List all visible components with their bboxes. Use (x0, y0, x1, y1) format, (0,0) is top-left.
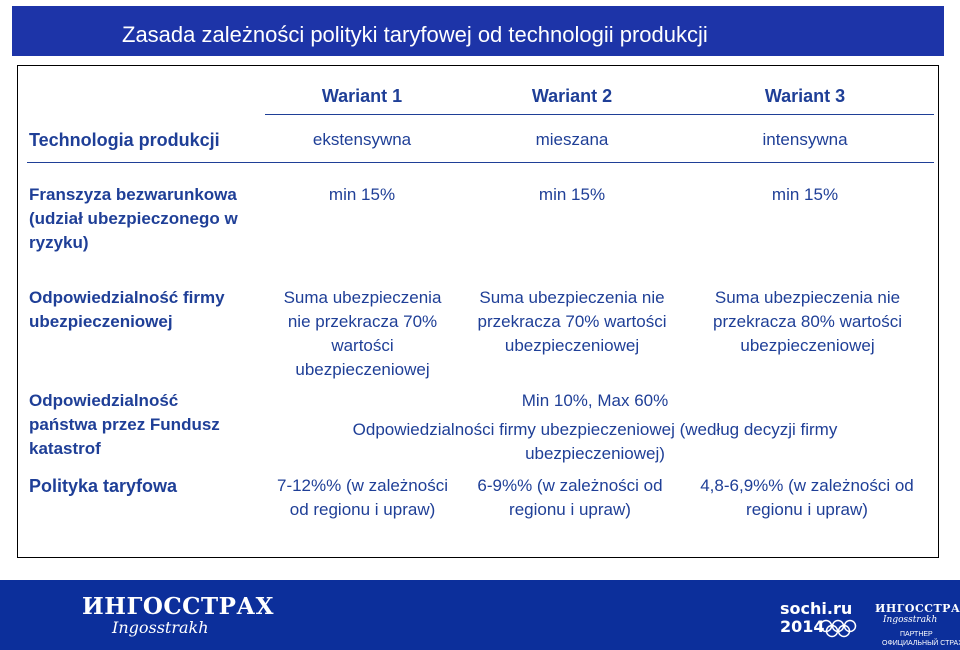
cell-odp-firmy-v3: Suma ubezpieczenia nie przekracza 80% wa… (713, 288, 902, 355)
cell-franszyza-v3: min 15% (771, 185, 839, 204)
slide-title: Zasada zależności polityki taryfowej od … (122, 22, 708, 47)
cell-franszyza-v2: min 15% (538, 185, 606, 204)
row-label-polityka: Polityka taryfowa (29, 476, 178, 496)
header-wariant-2: Wariant 2 (531, 86, 613, 106)
cell-technologia-v1: ekstensywna (312, 130, 412, 149)
cell-technologia-v3: intensywna (762, 130, 848, 149)
row-label-odp-panstwa: Odpowiedzialność państwa przez Fundusz k… (29, 391, 220, 458)
ingosstrakh-logo-en: Ingosstrakh (112, 618, 209, 637)
cell-odp-panstwa-line2: Odpowiedzialności firmy ubezpieczeniowej… (352, 420, 838, 463)
row-label-technologia: Technologia produkcji (29, 130, 220, 150)
footer-bar: ИНГОССТРАХ Ingosstrakh sochi.ru 2014 ИНГ… (0, 580, 960, 650)
sochi-logo: sochi.ru 2014 (780, 599, 853, 636)
cell-polityka-v2: 6-9%% (w zależności od regionu i upraw) (477, 476, 663, 519)
title-bar: Zasada zależności polityki taryfowej od … (12, 6, 944, 56)
row-label-franszyza: Franszyza bezwarunkowa (udział ubezpiecz… (29, 185, 238, 252)
cell-technologia-v2: mieszana (535, 130, 609, 149)
table-frame (17, 65, 939, 558)
partner-caption: ПАРТНЕР ОФИЦИАЛЬНЫЙ СТРАХОВЩИК (882, 631, 960, 647)
divider-1 (27, 162, 934, 163)
cell-odp-firmy-v2: Suma ubezpieczenia nie przekracza 70% wa… (477, 288, 667, 355)
ingosstrakh-logo-ru: ИНГОССТРАХ (82, 593, 274, 620)
cell-polityka-v3: 4,8-6,9%% (w zależności od regionu i upr… (700, 476, 914, 519)
row-label-odp-firmy: Odpowiedzialność firmy ubezpieczeniowej (29, 288, 225, 331)
cell-polityka-v1: 7-12%% (w zależności od regionu i upraw) (276, 476, 448, 519)
header-wariant-3: Wariant 3 (764, 86, 846, 106)
header-underline (265, 114, 934, 115)
header-wariant-1: Wariant 1 (321, 86, 403, 106)
ingosstrakh-small-logo: ИНГОССТРАХ Ingosstrakh (875, 602, 960, 625)
cell-franszyza-v1: min 15% (328, 185, 396, 204)
sochi-olympic-rings-icon (819, 619, 857, 638)
cell-odp-panstwa-line1: Min 10%, Max 60% (521, 391, 669, 410)
cell-odp-firmy-v1: Suma ubezpieczenia nie przekracza 70% wa… (283, 288, 442, 379)
